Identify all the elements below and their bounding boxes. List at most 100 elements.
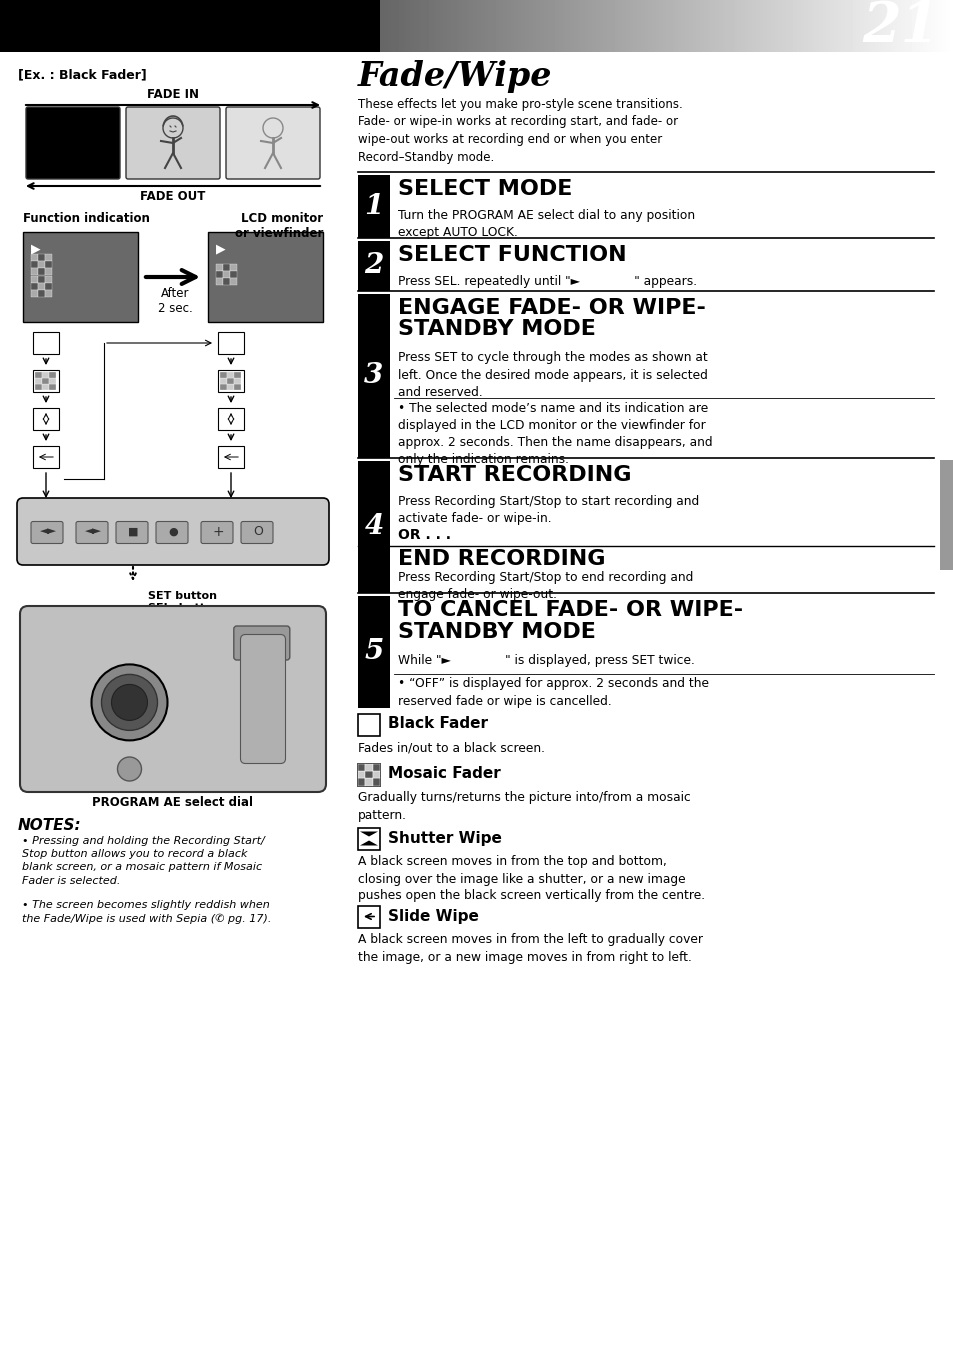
Text: Press SET to cycle through the modes as shown at
left. Once the desired mode app: Press SET to cycle through the modes as … bbox=[397, 351, 707, 398]
Circle shape bbox=[163, 118, 183, 138]
Text: Black Fader: Black Fader bbox=[388, 717, 488, 732]
Bar bbox=[0, 0, 379, 51]
Text: Shutter Wipe: Shutter Wipe bbox=[388, 831, 501, 846]
Text: NOTES:: NOTES: bbox=[18, 818, 82, 833]
Bar bbox=[49, 373, 56, 378]
Circle shape bbox=[101, 675, 157, 730]
Bar bbox=[230, 271, 236, 278]
Bar bbox=[38, 283, 45, 290]
Bar bbox=[45, 268, 52, 275]
Bar bbox=[208, 232, 323, 322]
Bar bbox=[49, 378, 56, 383]
Bar bbox=[373, 763, 379, 771]
Text: • The selected mode’s name and its indication are
displayed in the LCD monitor o: • The selected mode’s name and its indic… bbox=[397, 402, 712, 466]
Text: A black screen moves in from the top and bottom,
closing over the image like a s: A black screen moves in from the top and… bbox=[357, 855, 704, 902]
Text: Press Recording Start/Stop to end recording and
engage fade- or wipe-out.: Press Recording Start/Stop to end record… bbox=[397, 570, 693, 602]
FancyBboxPatch shape bbox=[156, 522, 188, 543]
Bar bbox=[30, 262, 38, 268]
Text: O: O bbox=[253, 524, 263, 538]
Circle shape bbox=[263, 118, 283, 138]
Text: • “OFF” is displayed for approx. 2 seconds and the
reserved fade or wipe is canc: • “OFF” is displayed for approx. 2 secon… bbox=[397, 678, 708, 707]
Bar bbox=[373, 771, 379, 778]
Bar bbox=[33, 446, 59, 467]
FancyBboxPatch shape bbox=[76, 522, 108, 543]
Polygon shape bbox=[359, 840, 377, 846]
Bar bbox=[33, 332, 59, 354]
Bar bbox=[38, 253, 45, 262]
Bar bbox=[215, 278, 223, 285]
Text: Function indication: Function indication bbox=[23, 211, 150, 225]
FancyBboxPatch shape bbox=[233, 626, 290, 660]
Text: • The screen becomes slightly reddish when
the Fade/Wipe is used with Sepia (✆ p: • The screen becomes slightly reddish wh… bbox=[22, 900, 271, 924]
Bar bbox=[42, 378, 49, 383]
FancyBboxPatch shape bbox=[241, 522, 273, 543]
Text: Slide Wipe: Slide Wipe bbox=[388, 908, 478, 924]
Bar bbox=[220, 373, 227, 378]
FancyBboxPatch shape bbox=[126, 107, 220, 179]
Bar bbox=[357, 175, 390, 238]
Bar bbox=[33, 370, 59, 392]
Text: Press SEL. repeatedly until "►              " appears.: Press SEL. repeatedly until "► " appears… bbox=[397, 275, 697, 289]
Bar bbox=[227, 383, 233, 390]
Text: 1: 1 bbox=[364, 192, 383, 220]
Bar bbox=[30, 283, 38, 290]
Bar bbox=[357, 596, 390, 707]
Bar bbox=[30, 268, 38, 275]
Text: Fade/Wipe: Fade/Wipe bbox=[357, 60, 552, 93]
Bar bbox=[223, 271, 230, 278]
Text: FADE IN: FADE IN bbox=[147, 88, 199, 102]
Text: Gradually turns/returns the picture into/from a mosaic
pattern.: Gradually turns/returns the picture into… bbox=[357, 791, 690, 821]
Bar bbox=[223, 264, 230, 271]
Bar bbox=[939, 459, 953, 570]
Bar bbox=[218, 332, 244, 354]
Text: ◄►: ◄► bbox=[39, 527, 56, 537]
FancyBboxPatch shape bbox=[201, 522, 233, 543]
FancyBboxPatch shape bbox=[30, 522, 63, 543]
Text: • Pressing and holding the Recording Start/
Stop button allows you to record a b: • Pressing and holding the Recording Sta… bbox=[22, 836, 265, 886]
Bar bbox=[357, 828, 379, 850]
Bar bbox=[45, 283, 52, 290]
Bar bbox=[42, 373, 49, 378]
Bar bbox=[35, 378, 42, 383]
Text: ▶: ▶ bbox=[30, 243, 41, 255]
Bar bbox=[373, 778, 379, 786]
Bar bbox=[357, 905, 379, 928]
Bar bbox=[227, 378, 233, 383]
Text: While "►              " is displayed, press SET twice.: While "► " is displayed, press SET twice… bbox=[397, 654, 694, 667]
Text: END RECORDING: END RECORDING bbox=[397, 549, 605, 569]
Bar bbox=[218, 408, 244, 430]
Bar bbox=[227, 373, 233, 378]
Text: PROGRAM AE select dial: PROGRAM AE select dial bbox=[92, 795, 253, 809]
Polygon shape bbox=[359, 832, 377, 836]
Text: Press Recording Start/Stop to start recording and
activate fade- or wipe-in.: Press Recording Start/Stop to start reco… bbox=[397, 495, 699, 524]
Bar bbox=[215, 264, 223, 271]
Bar bbox=[33, 408, 59, 430]
Text: After
2 sec.: After 2 sec. bbox=[158, 287, 193, 314]
Text: 4: 4 bbox=[364, 514, 383, 541]
Bar bbox=[45, 276, 52, 283]
Bar bbox=[23, 232, 138, 322]
Text: ▶: ▶ bbox=[215, 243, 226, 255]
Bar bbox=[30, 253, 38, 262]
Circle shape bbox=[91, 664, 168, 740]
Bar bbox=[357, 294, 390, 458]
Text: Turn the PROGRAM AE select dial to any position
except AUTO LOCK.: Turn the PROGRAM AE select dial to any p… bbox=[397, 209, 695, 238]
Bar bbox=[365, 763, 373, 771]
Bar bbox=[38, 290, 45, 297]
Text: SELECT FUNCTION: SELECT FUNCTION bbox=[397, 245, 626, 266]
Bar bbox=[357, 778, 365, 786]
Text: TO CANCEL FADE- OR WIPE-
STANDBY MODE: TO CANCEL FADE- OR WIPE- STANDBY MODE bbox=[397, 600, 742, 642]
Text: OR . . .: OR . . . bbox=[397, 528, 451, 542]
Bar bbox=[357, 763, 365, 771]
Text: ●: ● bbox=[168, 527, 177, 537]
Bar bbox=[45, 290, 52, 297]
FancyBboxPatch shape bbox=[116, 522, 148, 543]
Bar bbox=[38, 262, 45, 268]
Circle shape bbox=[117, 757, 141, 780]
Bar bbox=[49, 383, 56, 390]
Text: +: + bbox=[212, 524, 224, 538]
Bar bbox=[357, 241, 390, 290]
Bar bbox=[230, 264, 236, 271]
Bar bbox=[35, 373, 42, 378]
Text: 3: 3 bbox=[364, 362, 383, 389]
